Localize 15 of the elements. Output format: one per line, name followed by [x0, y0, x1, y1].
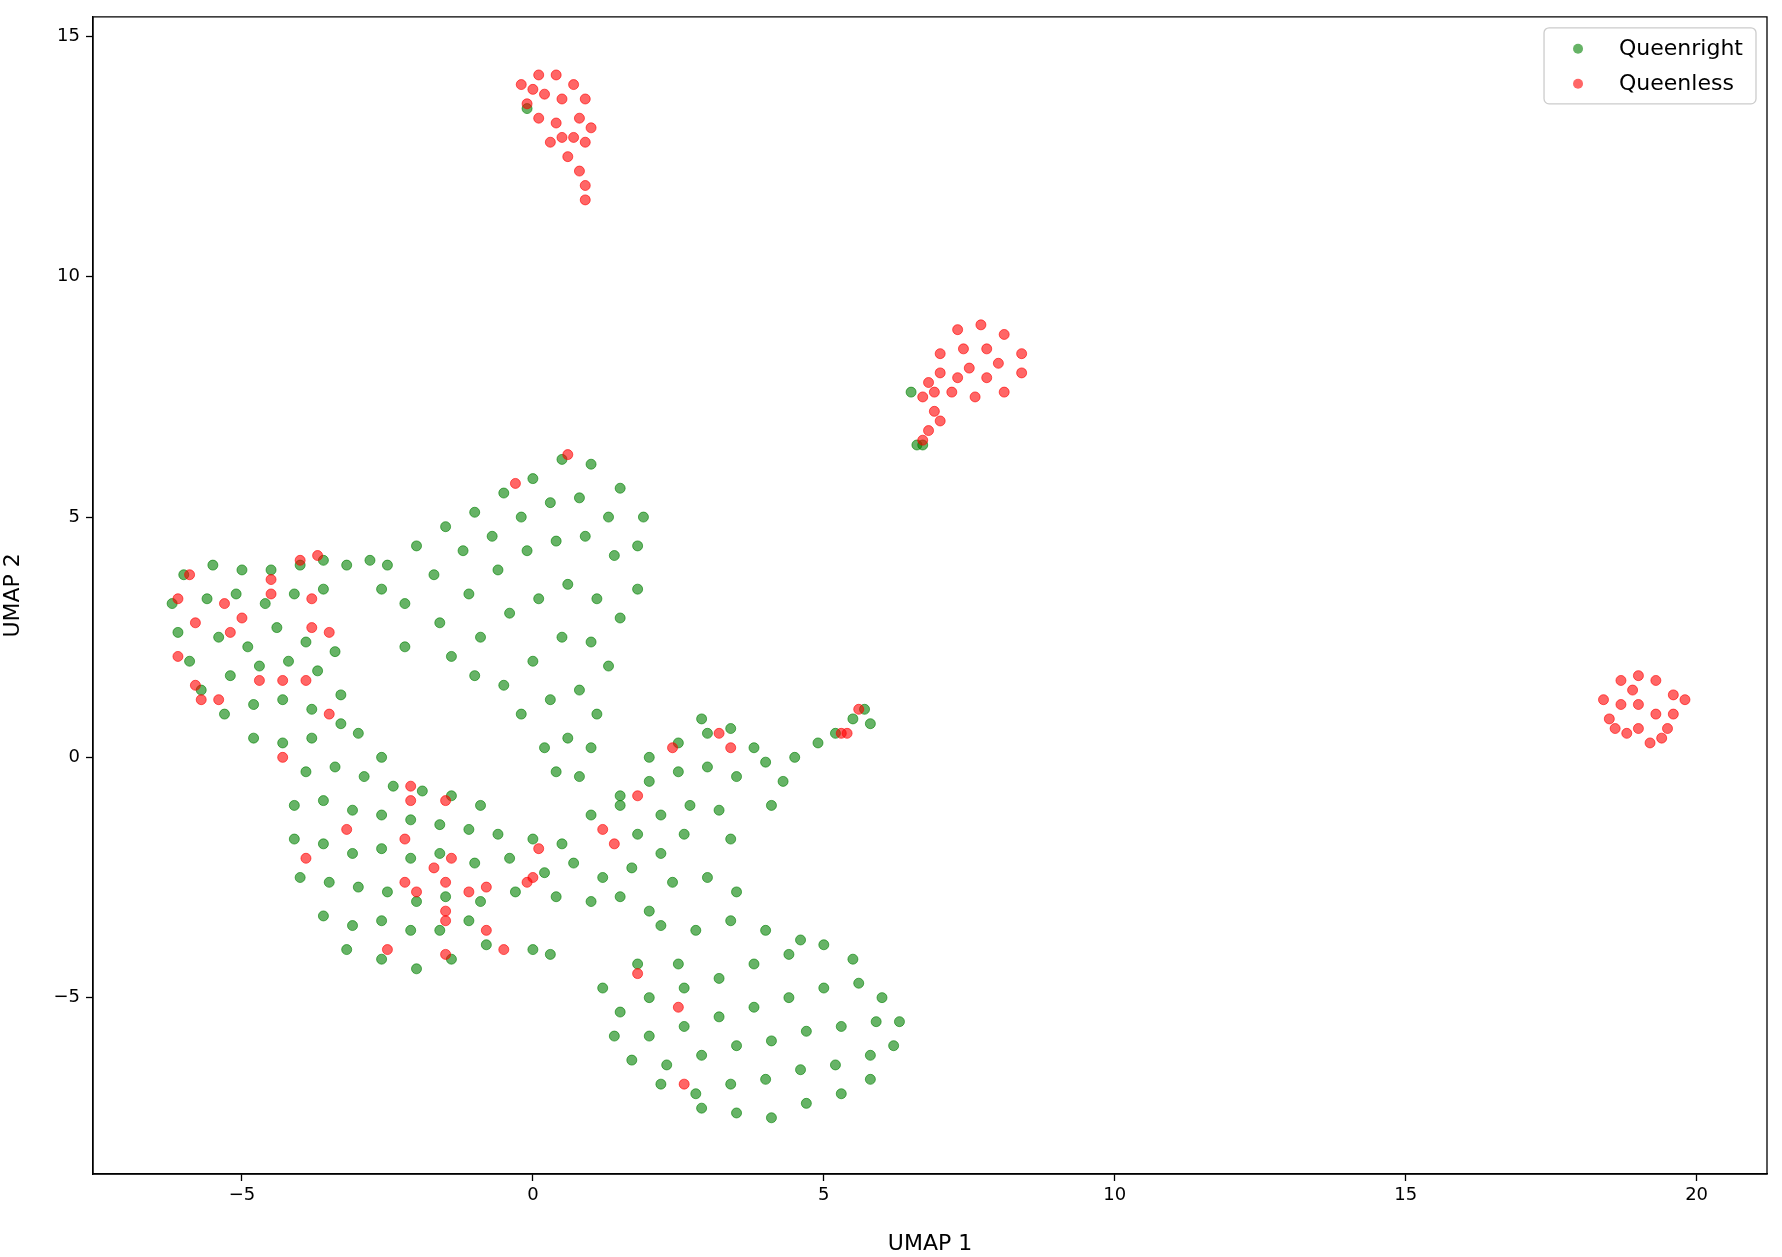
y-tick-label: 5	[68, 504, 80, 526]
x-tick-label: 0	[527, 1183, 539, 1205]
legend-label: Queenless	[1619, 69, 1734, 95]
y-tick-label: 10	[57, 264, 80, 286]
y-tick-label: −5	[53, 985, 80, 1007]
x-tick-label: 20	[1685, 1183, 1709, 1205]
x-tick-label: 15	[1394, 1183, 1418, 1205]
y-tick-label: 15	[57, 24, 80, 46]
y-axis-title: UMAP 2	[0, 553, 24, 638]
x-tick-label: 10	[1103, 1183, 1127, 1205]
x-axis-title: UMAP 1	[887, 1229, 973, 1255]
x-tick-label: −5	[228, 1183, 256, 1205]
y-tick-label: 0	[68, 745, 80, 767]
x-tick-label: 5	[818, 1183, 830, 1205]
legend-label: Queenright	[1619, 34, 1744, 60]
